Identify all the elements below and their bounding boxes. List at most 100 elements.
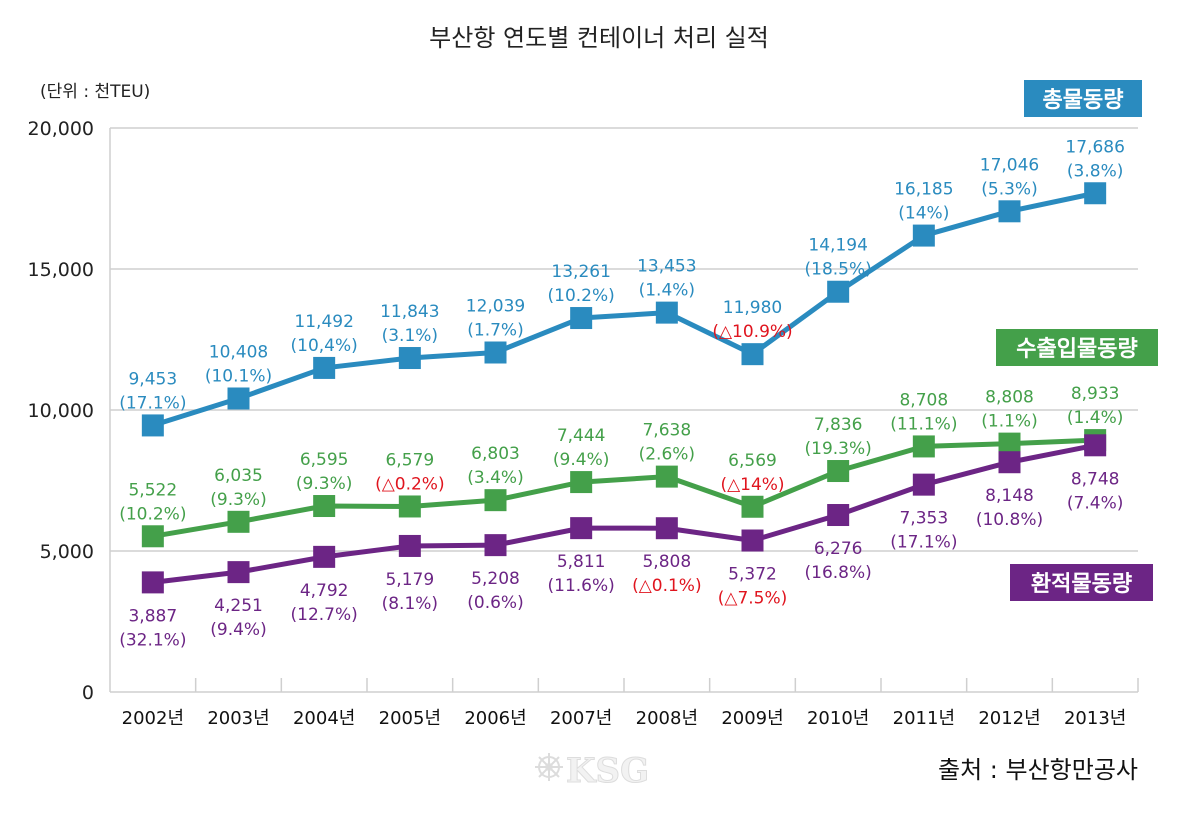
data-point-marker: [912, 224, 935, 247]
growth-rate-label: (3.4%): [467, 468, 523, 488]
data-value-label: 6,569: [728, 451, 777, 471]
legend-item-1: 총물동량: [1024, 80, 1142, 117]
x-tick-label: 2011년: [893, 708, 955, 729]
series-line: [152, 442, 1096, 585]
series-line: [152, 437, 1096, 539]
data-value-label: 11,492: [294, 312, 353, 332]
data-value-label: 5,811: [557, 552, 606, 572]
data-point-marker: [141, 525, 164, 548]
x-tick-label: 2002년: [122, 708, 184, 729]
legend-item-3: 환적물동량: [1010, 564, 1153, 601]
data-value-label: 7,638: [642, 421, 691, 441]
data-value-label: 4,251: [214, 596, 263, 616]
data-value-label: 16,185: [894, 180, 953, 200]
growth-rate-label: (△14%): [720, 475, 784, 495]
x-tick-label: 2008년: [636, 708, 698, 729]
growth-rate-label: (11.1%): [890, 414, 957, 434]
y-tick-label: 10,000: [28, 400, 94, 422]
data-point-marker: [912, 473, 935, 496]
y-tick-label: 15,000: [28, 259, 94, 281]
y-tick-label: 5,000: [40, 541, 94, 563]
data-value-label: 6,035: [214, 466, 263, 486]
x-tick-label: 2009년: [721, 708, 783, 729]
series-3: 3,887 (32.1%) 4,251 (9.4%) 4,792 (12.7%) 5,179…: [119, 434, 1123, 650]
data-value-label: 6,276: [814, 539, 863, 559]
growth-rate-label: (3.8%): [1067, 161, 1123, 181]
growth-rate-label: (1.4%): [1067, 408, 1123, 428]
watermark-text: KSG: [566, 751, 649, 791]
data-point-marker: [1084, 434, 1107, 457]
data-value-label: 6,595: [300, 450, 349, 470]
data-value-label: 8,708: [899, 390, 948, 410]
data-point-marker: [141, 414, 164, 437]
data-point-marker: [998, 451, 1021, 474]
data-point-marker: [484, 489, 507, 512]
data-value-label: 8,748: [1071, 469, 1120, 489]
data-point-marker: [827, 504, 850, 527]
growth-rate-label: (9.4%): [553, 450, 609, 470]
data-point-marker: [398, 347, 421, 370]
growth-rate-label: (10.2%): [548, 286, 615, 306]
data-point-marker: [570, 471, 593, 494]
growth-rate-label: (0.6%): [467, 593, 523, 613]
growth-rate-label: (1.1%): [981, 412, 1037, 432]
data-point-marker: [398, 495, 421, 518]
legend-box: [996, 329, 1158, 366]
growth-rate-label: (10.1%): [205, 366, 272, 386]
data-point-marker: [912, 435, 935, 458]
series-line: [152, 190, 1096, 428]
data-point-marker: [313, 545, 336, 568]
data-point-marker: [484, 534, 507, 557]
data-value-label: 6,579: [385, 450, 434, 470]
growth-rate-label: (32.1%): [119, 630, 186, 650]
data-value-label: 12,039: [466, 297, 525, 317]
y-tick-label: 0: [82, 682, 94, 704]
data-point-marker: [227, 387, 250, 410]
data-point-marker: [655, 517, 678, 540]
data-point-marker: [998, 432, 1021, 455]
data-value-label: 5,372: [728, 565, 777, 585]
growth-rate-label: (2.6%): [639, 445, 695, 465]
data-point-marker: [741, 529, 764, 552]
data-value-label: 7,353: [899, 509, 948, 529]
data-point-marker: [570, 307, 593, 330]
x-tick-label: 2010년: [807, 708, 869, 729]
source-note: 출처 : 부산항만공사: [938, 756, 1138, 784]
growth-rate-label: (5.3%): [981, 179, 1037, 199]
growth-rate-label: (7.4%): [1067, 493, 1123, 513]
data-point-marker: [313, 356, 336, 379]
data-value-label: 4,792: [300, 581, 349, 601]
growth-rate-label: (11.6%): [548, 576, 615, 596]
legend-label: 수출입물동량: [1016, 337, 1137, 362]
growth-rate-label: (9.4%): [210, 620, 266, 640]
growth-rate-label: (14%): [898, 204, 949, 224]
growth-rate-label: (10,4%): [291, 336, 358, 356]
growth-rate-label: (△10.9%): [712, 322, 792, 342]
data-value-label: 5,522: [128, 480, 177, 500]
data-point-marker: [827, 280, 850, 303]
data-point-marker: [741, 343, 764, 366]
series-layer: 9,453 (17.1%) 10,408 (10.1%) 11,492 (10,4%) 11…: [119, 137, 1125, 650]
data-value-label: 7,444: [557, 426, 606, 446]
growth-rate-label: (9.3%): [210, 490, 266, 510]
x-tick-label: 2003년: [207, 708, 269, 729]
data-value-label: 9,453: [128, 369, 177, 389]
data-value-label: 3,887: [128, 606, 177, 626]
series-1: 9,453 (17.1%) 10,408 (10.1%) 11,492 (10,4%) 11…: [119, 137, 1125, 437]
chart-title: 부산항 연도별 컨테이너 처리 실적: [429, 24, 769, 52]
data-value-label: 5,208: [471, 569, 520, 589]
data-value-label: 11,843: [380, 302, 439, 322]
growth-rate-label: (18.5%): [805, 260, 872, 280]
data-point-marker: [1084, 182, 1107, 205]
data-point-marker: [655, 301, 678, 324]
ship-wheel-icon: [535, 753, 563, 781]
legend-label: 환적물동량: [1031, 572, 1132, 597]
data-value-label: 8,808: [985, 388, 1034, 408]
legend-label: 총물동량: [1043, 88, 1124, 113]
data-value-label: 13,453: [637, 257, 696, 277]
x-axis: 2002년 2003년 2004년 2005년 2006년 2007년 2008년 2009년…: [110, 678, 1139, 729]
data-point-marker: [570, 517, 593, 540]
unit-label: (단위 : 천TEU): [40, 82, 150, 102]
growth-rate-label: (1.4%): [639, 281, 695, 301]
